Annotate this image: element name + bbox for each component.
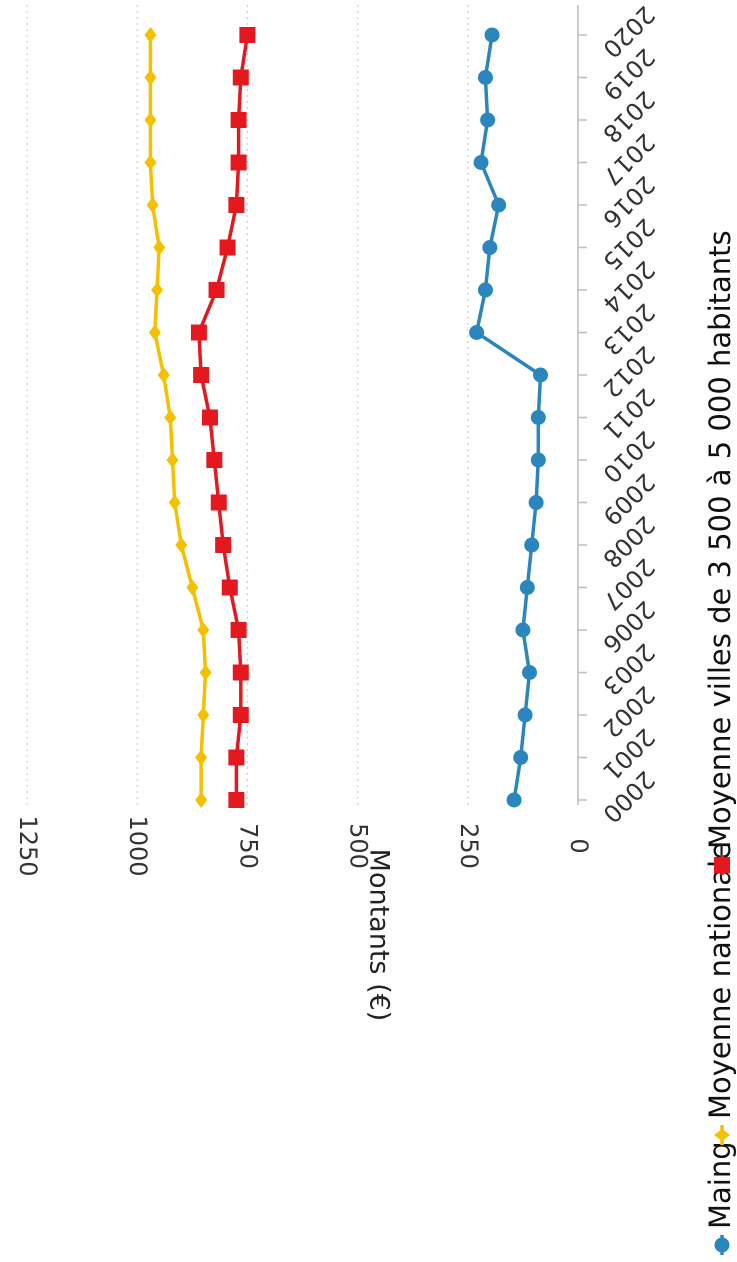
data-point bbox=[230, 154, 247, 171]
y-axis-label: Montants (€) bbox=[364, 849, 395, 1022]
data-point bbox=[232, 664, 249, 681]
series-maing bbox=[469, 27, 549, 808]
data-point bbox=[148, 324, 161, 341]
data-point bbox=[197, 707, 210, 723]
data-point bbox=[513, 750, 529, 765]
data-point bbox=[151, 282, 164, 298]
legend-marker bbox=[714, 857, 730, 873]
data-point bbox=[232, 69, 249, 86]
data-point bbox=[221, 579, 238, 596]
y-tick-label: 1250 bbox=[14, 815, 42, 876]
series-line-moyenne-nationale bbox=[148, 33, 208, 802]
legend-item-moyenne-nationale: Moyenne nationale bbox=[703, 842, 737, 1145]
data-point bbox=[157, 367, 170, 383]
data-point bbox=[522, 665, 538, 680]
y-tick-label: 500 bbox=[345, 823, 373, 869]
data-point bbox=[491, 197, 507, 213]
y-tick-label: 1000 bbox=[124, 815, 152, 876]
y-tick-label: 0 bbox=[565, 838, 593, 853]
data-point bbox=[228, 197, 245, 213]
y-axis-ticks: 0 250 500 750 1000 1250 bbox=[14, 815, 593, 876]
y-tick-label: 750 bbox=[234, 823, 262, 869]
data-point bbox=[166, 452, 179, 468]
legend-item-maing: Maing bbox=[703, 1141, 737, 1255]
legend-label: Maing bbox=[703, 1141, 737, 1229]
data-point bbox=[197, 622, 210, 638]
y-tick-label: 250 bbox=[455, 823, 483, 869]
data-point bbox=[215, 537, 232, 553]
data-point bbox=[533, 367, 549, 383]
data-point bbox=[195, 792, 208, 808]
series-moyenne-nationale bbox=[144, 27, 212, 808]
data-point bbox=[469, 325, 485, 340]
data-point bbox=[530, 410, 546, 425]
legend-label: Moyenne nationale bbox=[703, 842, 737, 1119]
data-point bbox=[193, 367, 210, 383]
data-point bbox=[530, 452, 546, 468]
data-point bbox=[208, 282, 225, 298]
data-point bbox=[144, 154, 157, 171]
data-point bbox=[195, 749, 208, 766]
data-point bbox=[506, 792, 522, 808]
legend-label: Moyenne villes de 3 500 à 5 000 habitant… bbox=[703, 230, 737, 849]
data-point bbox=[153, 239, 166, 256]
data-point bbox=[219, 239, 236, 256]
series-moyenne-villes-de-3-500-a-5-000-habitants bbox=[190, 27, 256, 808]
data-point bbox=[482, 240, 498, 255]
data-point bbox=[528, 495, 544, 510]
data-point bbox=[519, 580, 535, 595]
legend-item-moyenne-villes-de-3-500-a-5-000-habitants: Moyenne villes de 3 500 à 5 000 habitant… bbox=[703, 230, 737, 875]
data-point bbox=[524, 537, 540, 553]
data-point bbox=[186, 579, 199, 596]
data-point bbox=[473, 155, 489, 170]
data-point bbox=[210, 494, 227, 511]
data-point bbox=[230, 112, 247, 128]
legend-marker bbox=[714, 1237, 730, 1253]
data-point bbox=[199, 664, 212, 681]
data-point bbox=[228, 749, 245, 766]
data-point bbox=[144, 69, 157, 86]
data-point bbox=[477, 282, 493, 298]
data-point bbox=[477, 70, 493, 85]
data-point bbox=[164, 409, 177, 426]
data-point bbox=[232, 707, 249, 723]
data-point bbox=[206, 452, 223, 468]
legend-marker bbox=[714, 1129, 730, 1141]
data-point bbox=[168, 494, 181, 511]
data-point bbox=[480, 112, 496, 128]
data-point bbox=[144, 27, 157, 43]
data-point bbox=[175, 537, 188, 553]
data-point bbox=[146, 197, 159, 213]
data-point bbox=[201, 409, 218, 426]
data-point bbox=[517, 707, 533, 723]
data-point bbox=[239, 27, 256, 43]
grid-lines bbox=[26, 5, 469, 805]
data-point bbox=[190, 324, 207, 341]
data-point bbox=[515, 622, 531, 638]
series bbox=[144, 27, 549, 808]
data-point bbox=[484, 27, 500, 43]
data-point bbox=[144, 112, 157, 128]
data-point bbox=[228, 792, 245, 808]
x-axis-ticks: 2000200120022003200620072008200920102011… bbox=[578, 0, 660, 828]
data-point bbox=[230, 622, 247, 638]
